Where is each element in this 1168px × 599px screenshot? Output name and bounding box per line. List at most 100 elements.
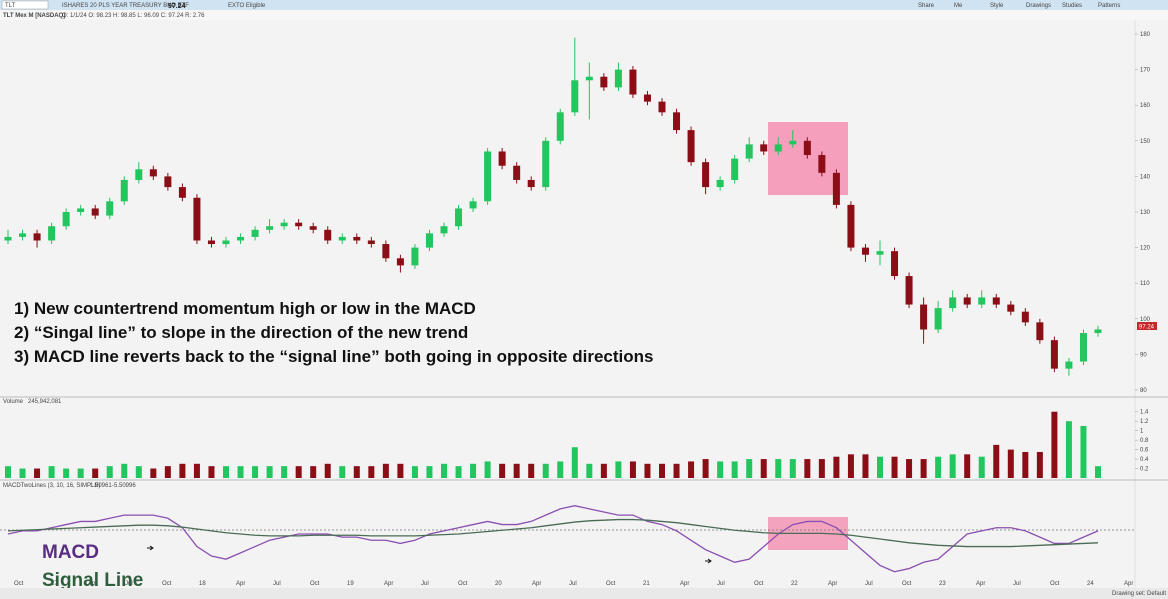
x-tick-label: Apr [1124,581,1133,587]
drawing-set: Drawing set: Default [1112,591,1166,597]
volume-bar [1095,466,1101,478]
candle-body [571,80,579,113]
volume-bar [484,461,491,478]
symbol-box[interactable] [1,0,49,10]
y-tick-label: 90 [1140,352,1147,358]
volume-tick-label: 1.4 [1140,410,1149,416]
x-tick-label: Oct [606,581,616,587]
x-tick-label: Jul [569,581,577,587]
y-tick-label: 80 [1140,388,1147,394]
y-tick-label: 110 [1140,281,1150,287]
y-tick-label: 170 [1140,68,1151,74]
candle-body [135,169,143,180]
x-tick-label: Oct [162,581,172,587]
x-tick-label: Jul [125,581,133,587]
volume-bar [804,459,811,478]
candle-body [643,94,651,102]
candle-body [731,158,739,180]
toolbar-button[interactable]: Patterns [1098,3,1120,9]
candle-body [789,140,797,145]
candle-body [963,297,971,305]
candle-body [745,144,753,159]
y-tick-label: 140 [1140,174,1151,180]
volume-bar [644,463,651,478]
candle-body [949,297,957,309]
toolbar-button[interactable]: Studies [1062,3,1082,9]
candle-body [440,226,448,234]
volume-bar [978,456,985,478]
footer [0,588,1168,599]
candle-body [164,176,172,188]
volume-bar [1051,411,1058,478]
volume-bar [397,463,404,478]
candle-body [324,229,332,241]
last-price: 97.24 [168,3,186,10]
x-tick-label: 19 [347,581,354,587]
volume-bar [411,466,418,478]
candle-body [280,222,288,227]
candle-body [513,165,521,180]
x-tick-label: Oct [1050,581,1060,587]
candle-body [237,236,245,241]
candle-body [1007,304,1015,312]
x-tick-label: Jul [421,581,429,587]
volume-bar [164,466,171,478]
volume-bar [1080,425,1087,478]
volume-bar [1036,451,1043,478]
volume-bar [513,463,520,478]
candle-body [91,208,99,216]
candle-body [905,276,913,305]
volume-tick-label: 0.2 [1140,467,1149,473]
volume-bar [63,468,70,478]
candle-body [992,297,1000,305]
volume-bar [19,468,26,478]
candle-body [847,204,855,248]
toolbar-button[interactable]: Style [990,3,1004,9]
volume-bar [920,459,927,478]
y-tick-label: 120 [1140,246,1151,252]
x-tick-label: Apr [976,581,985,587]
volume-tick-label: 0.8 [1140,438,1149,444]
volume-bar [862,454,869,478]
volume-bar [949,454,956,478]
toolbar-button[interactable]: Drawings [1026,3,1051,9]
y-tick-label: 180 [1140,32,1151,38]
candle-body [222,240,230,245]
volume-bar [542,463,549,478]
toolbar [0,0,1168,10]
macd-study: MACDTwoLines (3, 10, 16, SIMPLE) [3,483,100,489]
candle-body [585,76,593,81]
x-tick-label: Jul [273,581,281,587]
x-tick-label: Apr [680,581,689,587]
candle-body [193,197,201,241]
volume-bar [281,466,288,478]
candle-body [629,69,637,95]
candle-body [353,236,361,241]
volume-bar [77,468,84,478]
toolbar-button[interactable]: Share [918,3,935,9]
candle-body [455,208,463,227]
volume-bar [935,456,942,478]
volume-bar [48,466,55,478]
volume-bar [746,459,753,478]
x-tick-label: Jul [865,581,873,587]
x-tick-label: Oct [754,581,764,587]
candle-body [4,236,12,241]
volume-bar [659,463,665,478]
candle-body [266,226,274,230]
annotation: 3) MACD line reverts back to the “signal… [14,347,653,366]
candle-body [1050,340,1058,369]
volume-bar [673,463,680,478]
x-tick-label: Jul [1013,581,1021,587]
volume-bar [237,466,244,478]
candle-body [1079,333,1087,362]
plot: 80901001101201301401501601701800.20.40.6… [4,32,1151,587]
toolbar-button[interactable]: Me [954,3,963,9]
chart-header [0,10,1168,20]
x-tick-label: 17 [51,581,58,587]
price-tag-text: 97.24 [1139,325,1155,331]
candle-body [1065,361,1073,369]
annotation: 1) New countertrend momentum high or low… [14,299,476,318]
description: ISHARES 20 PLS YEAR TREASURY BND ETF [62,3,189,9]
volume-bar [339,466,346,478]
